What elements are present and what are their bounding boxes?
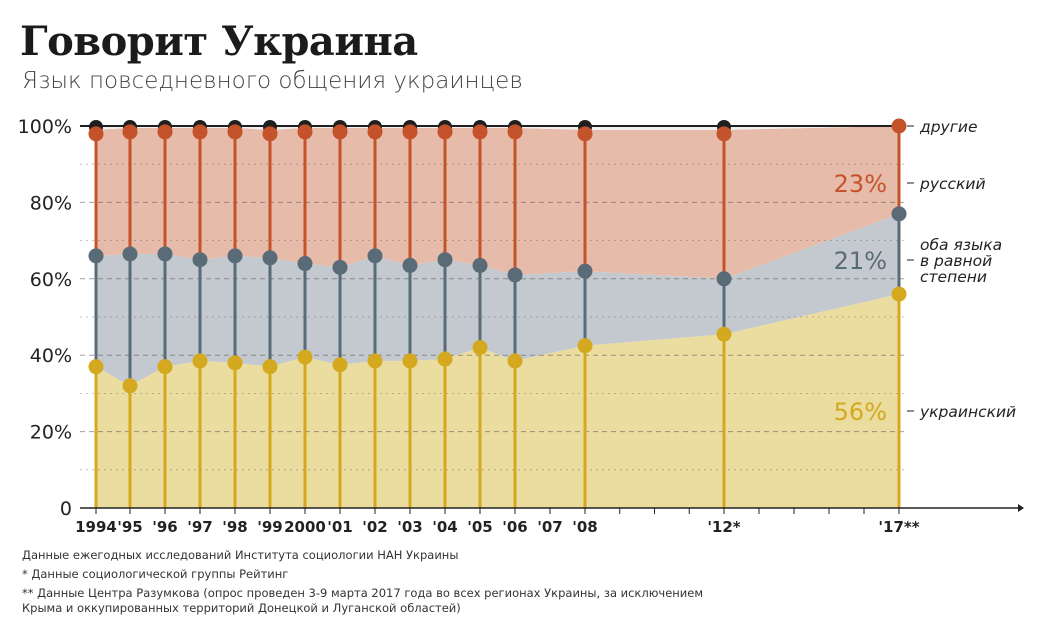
dot-ukrainian <box>332 357 348 373</box>
dot-ukrainian <box>122 378 138 394</box>
x-tick-label: '99 <box>257 518 282 536</box>
x-tick-label: '08 <box>572 518 597 536</box>
dot-russian <box>192 124 208 140</box>
dot-both <box>472 257 488 273</box>
x-tick-label: '03 <box>397 518 422 536</box>
dot-russian <box>472 124 488 140</box>
dot-ukrainian <box>297 349 313 365</box>
legend-label-russian: русский <box>919 175 986 193</box>
dot-russian <box>262 126 278 142</box>
x-tick-label: '17** <box>878 518 919 536</box>
legend-label-both: оба языка <box>920 236 1002 254</box>
dot-ukrainian <box>437 351 453 367</box>
final-pct-russian: 23% <box>834 170 887 198</box>
dot-ukrainian <box>472 340 488 356</box>
dot-russian <box>402 124 418 140</box>
legend-label-other: другие <box>919 118 977 136</box>
x-tick-label: '12* <box>707 518 740 536</box>
final-pct-ukrainian: 56% <box>834 398 887 426</box>
dot-both <box>891 206 907 222</box>
x-tick-label: '07 <box>537 518 562 536</box>
x-tick-label: 2000 <box>284 518 326 536</box>
dot-russian <box>332 124 348 140</box>
dot-russian <box>297 124 313 140</box>
chart-subtitle: Язык повседневного общения украинцев <box>22 68 523 94</box>
dot-russian <box>716 126 732 142</box>
y-tick-label: 100% <box>18 116 72 138</box>
dot-ukrainian <box>262 359 278 375</box>
dot-both <box>227 248 243 264</box>
dot-russian <box>367 124 383 140</box>
dot-ukrainian <box>507 353 523 369</box>
footnotes: Данные ежегодных исследований Института … <box>22 548 703 620</box>
legend-label-ukrainian: украинский <box>919 403 1016 421</box>
dot-ukrainian <box>157 359 173 375</box>
dot-ukrainian <box>88 359 104 375</box>
y-tick-label: 40% <box>30 345 72 367</box>
dot-ukrainian <box>577 338 593 354</box>
dot-russian <box>507 124 523 140</box>
legend-label-both: в равной <box>920 252 992 270</box>
x-tick-label: '04 <box>432 518 457 536</box>
dot-both <box>402 257 418 273</box>
x-tick-label: '96 <box>152 518 177 536</box>
dot-russian <box>157 124 173 140</box>
dot-both <box>262 250 278 266</box>
area-both <box>96 213 899 386</box>
y-tick-label: 20% <box>30 422 72 444</box>
y-tick-label: 60% <box>30 269 72 291</box>
chart-title: Говорит Украина <box>20 18 418 65</box>
dot-both <box>507 267 523 283</box>
y-tick-label: 80% <box>30 192 72 214</box>
x-tick-label: '06 <box>502 518 527 536</box>
dot-ukrainian <box>402 353 418 369</box>
language-area-chart: 0 20% 40% 60% 80% 100% 1994'95 '96 '97 '98 '99 2000… <box>18 116 1024 536</box>
dot-both <box>157 246 173 262</box>
dot-russian <box>88 126 104 142</box>
x-tick-label: '95 <box>117 518 142 536</box>
area-ukrainian <box>96 294 899 508</box>
x-tick-label: 1994 <box>75 518 117 536</box>
y-tick-label: 0 <box>60 498 72 520</box>
dot-both <box>437 252 453 268</box>
footnote-razumkov: ** Данные Центра Разумкова (опрос провед… <box>22 586 704 600</box>
x-tick-label: '01 <box>327 518 352 536</box>
dot-russian <box>227 124 243 140</box>
dot-ukrainian <box>716 326 732 342</box>
dot-both <box>88 248 104 264</box>
x-tick-label: '98 <box>222 518 247 536</box>
dot-ukrainian <box>227 355 243 371</box>
dot-both <box>122 246 138 262</box>
x-axis-arrow <box>1018 504 1024 512</box>
legend-label-both: степени <box>920 268 987 286</box>
x-tick-label: '02 <box>362 518 387 536</box>
footnote-rating: * Данные социологической группы Рейтинг <box>22 567 289 581</box>
dot-russian <box>577 126 593 142</box>
dot-both <box>192 252 208 268</box>
dot-both <box>716 271 732 287</box>
footnote-source: Данные ежегодных исследований Института … <box>22 548 459 562</box>
x-tick-label: '97 <box>187 518 212 536</box>
dot-ukrainian <box>891 286 907 302</box>
dot-ukrainian <box>367 353 383 369</box>
x-tick-label: '05 <box>467 518 492 536</box>
dot-russian <box>122 124 138 140</box>
dot-both <box>297 256 313 272</box>
dot-both <box>577 263 593 279</box>
dot-ukrainian <box>192 353 208 369</box>
dot-russian <box>437 124 453 140</box>
final-pct-both: 21% <box>834 247 887 275</box>
dot-russian <box>891 118 907 134</box>
footnote-razumkov-cont: Крыма и оккупированных территорий Донецк… <box>22 601 461 615</box>
dot-both <box>367 248 383 264</box>
dot-both <box>332 259 348 275</box>
